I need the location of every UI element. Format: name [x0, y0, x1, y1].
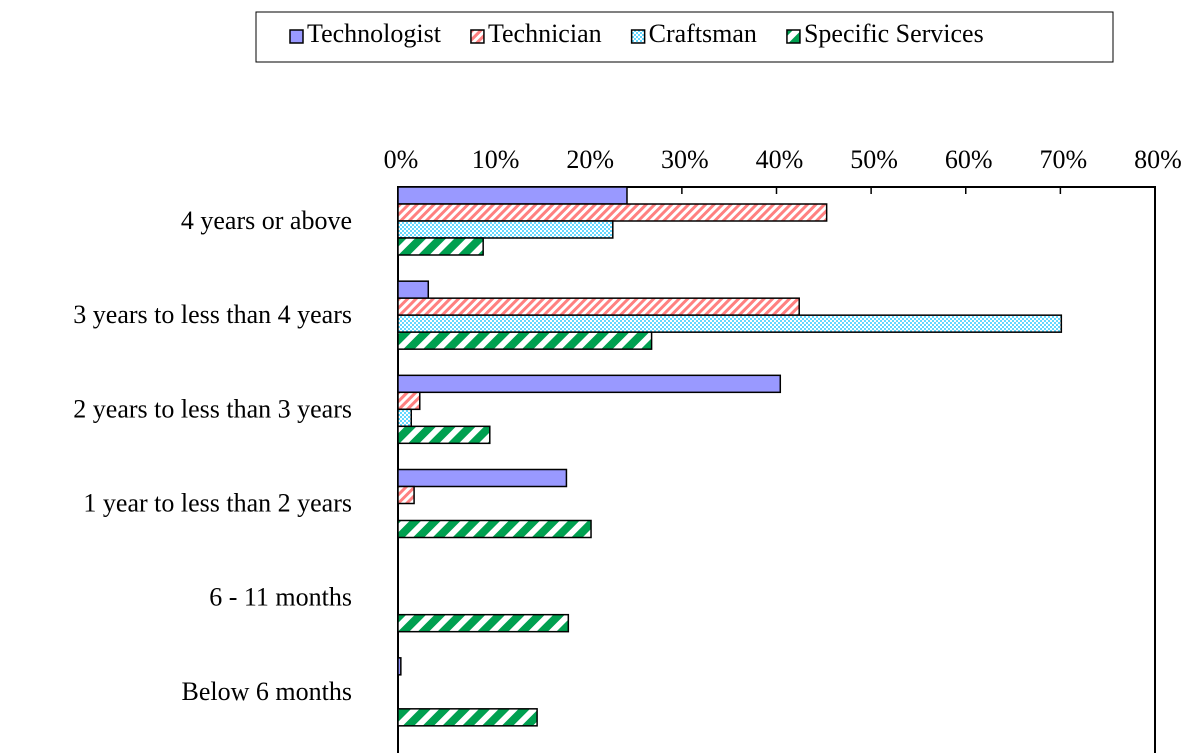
- bar: [397, 237, 484, 256]
- bar: [397, 708, 538, 727]
- legend-swatch: [786, 29, 801, 44]
- bar: [397, 331, 653, 350]
- category-label: 2 years to less than 3 years: [73, 394, 352, 423]
- x-tick-label: 80%: [1134, 145, 1182, 174]
- bar: [397, 519, 592, 539]
- legend-label: Technologist: [307, 19, 442, 48]
- legend-box: [255, 11, 1114, 63]
- x-tick-label: 30%: [661, 145, 709, 174]
- x-tick-label: 70%: [1040, 145, 1088, 174]
- legend-label: Technician: [488, 19, 602, 48]
- legend-label: Specific Services: [804, 19, 984, 48]
- legend-label: Craftsman: [649, 19, 757, 48]
- x-tick-label: 10%: [472, 145, 520, 174]
- bar: [397, 280, 430, 299]
- legend-swatch: [630, 29, 646, 44]
- bar: [397, 314, 1063, 333]
- bar: [397, 203, 828, 222]
- bar: [397, 657, 402, 676]
- x-tick-label: 60%: [945, 145, 993, 174]
- bar: [397, 374, 782, 394]
- category-label: 3 years to less than 4 years: [73, 300, 352, 329]
- bar: [397, 297, 800, 316]
- legend-swatch: [289, 29, 304, 44]
- category-label: 4 years or above: [181, 206, 352, 235]
- category-label: 6 - 11 months: [209, 583, 352, 612]
- bar: [397, 220, 614, 239]
- bar: [397, 425, 491, 445]
- x-tick-label: 50%: [850, 145, 898, 174]
- legend-swatch: [470, 29, 485, 44]
- category-label: 1 year to less than 2 years: [83, 488, 352, 517]
- x-tick-label: 20%: [566, 145, 614, 174]
- legend: Technologist Technician Craftsman Specific …: [255, 11, 1114, 63]
- category-label: Below 6 months: [182, 677, 352, 706]
- bar: [397, 408, 412, 428]
- bar: [397, 485, 415, 505]
- bar: [397, 391, 421, 411]
- bar: [397, 186, 628, 205]
- x-tick-label: 0%: [384, 145, 419, 174]
- bar: [397, 468, 568, 488]
- bar: [397, 613, 570, 633]
- x-tick-label: 40%: [756, 145, 804, 174]
